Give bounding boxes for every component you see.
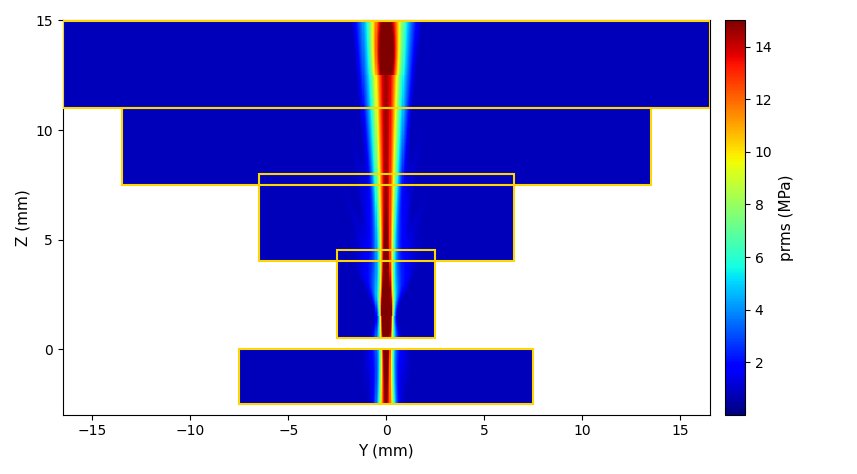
Bar (239, 349, 533, 404)
Bar (338, 250, 435, 338)
X-axis label: Y (mm): Y (mm) (358, 444, 414, 459)
Y-axis label: prms (MPa): prms (MPa) (779, 174, 794, 261)
Bar (63, 20, 710, 108)
Bar (122, 108, 650, 185)
Y-axis label: Z (mm): Z (mm) (15, 189, 30, 246)
Bar (259, 174, 513, 262)
